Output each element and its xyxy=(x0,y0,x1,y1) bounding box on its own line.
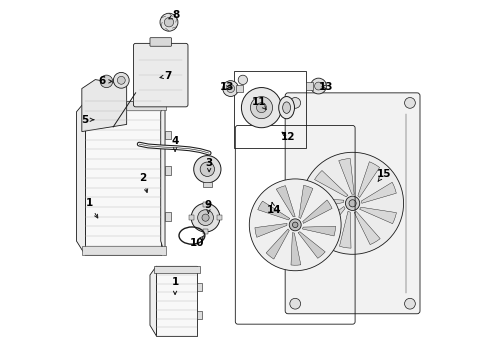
Text: 12: 12 xyxy=(281,132,295,142)
FancyBboxPatch shape xyxy=(285,93,420,314)
Circle shape xyxy=(238,75,247,85)
Text: 2: 2 xyxy=(139,173,147,193)
Polygon shape xyxy=(150,266,156,336)
Bar xyxy=(165,131,172,139)
Polygon shape xyxy=(339,158,354,194)
Circle shape xyxy=(249,179,341,271)
Circle shape xyxy=(290,98,300,108)
Circle shape xyxy=(160,13,178,31)
Circle shape xyxy=(117,76,125,84)
Polygon shape xyxy=(303,200,332,224)
Circle shape xyxy=(100,75,113,87)
Circle shape xyxy=(194,156,221,183)
Circle shape xyxy=(256,103,267,113)
Text: 15: 15 xyxy=(377,168,392,181)
Circle shape xyxy=(242,87,282,128)
Text: 3: 3 xyxy=(205,158,213,172)
Text: 4: 4 xyxy=(172,136,179,151)
Bar xyxy=(203,229,208,234)
Circle shape xyxy=(345,196,360,211)
Bar xyxy=(203,202,208,207)
FancyBboxPatch shape xyxy=(150,38,172,46)
Text: 9: 9 xyxy=(205,200,212,213)
Polygon shape xyxy=(354,212,380,244)
Polygon shape xyxy=(315,171,348,197)
Text: 1: 1 xyxy=(172,277,179,294)
Polygon shape xyxy=(358,162,380,197)
Text: 11: 11 xyxy=(252,97,267,110)
Circle shape xyxy=(200,162,215,176)
Bar xyxy=(153,266,200,273)
Bar xyxy=(156,266,196,336)
Text: 14: 14 xyxy=(267,202,281,216)
Text: 13: 13 xyxy=(318,82,333,92)
Polygon shape xyxy=(276,186,295,217)
Circle shape xyxy=(290,298,300,309)
Bar xyxy=(234,71,306,148)
Circle shape xyxy=(223,81,239,96)
Polygon shape xyxy=(255,224,287,237)
Text: 5: 5 xyxy=(81,115,94,125)
Circle shape xyxy=(349,200,356,207)
Bar xyxy=(236,85,243,92)
Circle shape xyxy=(405,298,416,309)
Bar xyxy=(82,101,166,110)
Bar xyxy=(196,283,202,291)
Bar xyxy=(203,182,212,187)
Circle shape xyxy=(289,219,301,231)
Text: 6: 6 xyxy=(98,76,112,86)
Circle shape xyxy=(197,210,214,226)
Bar xyxy=(217,215,221,220)
Ellipse shape xyxy=(279,96,294,119)
Polygon shape xyxy=(82,80,126,132)
FancyBboxPatch shape xyxy=(133,43,188,107)
Polygon shape xyxy=(315,206,345,237)
Circle shape xyxy=(202,214,209,221)
Polygon shape xyxy=(340,211,351,248)
Circle shape xyxy=(405,98,416,108)
Polygon shape xyxy=(266,229,289,259)
Circle shape xyxy=(164,18,173,27)
Circle shape xyxy=(113,72,129,88)
Circle shape xyxy=(250,96,272,119)
Text: 7: 7 xyxy=(160,71,172,81)
Bar xyxy=(85,101,161,255)
Circle shape xyxy=(311,78,326,94)
Polygon shape xyxy=(291,233,301,265)
Polygon shape xyxy=(76,101,85,255)
Polygon shape xyxy=(161,101,165,255)
Circle shape xyxy=(191,203,220,232)
Ellipse shape xyxy=(283,102,291,113)
Bar xyxy=(196,311,202,319)
Bar xyxy=(82,246,166,255)
Text: 13: 13 xyxy=(220,82,234,93)
Bar xyxy=(190,215,195,220)
Circle shape xyxy=(293,222,298,228)
Polygon shape xyxy=(360,207,396,224)
Polygon shape xyxy=(299,185,313,219)
Polygon shape xyxy=(302,226,336,236)
Circle shape xyxy=(315,82,322,90)
Polygon shape xyxy=(362,182,396,203)
Bar xyxy=(165,166,172,175)
Polygon shape xyxy=(308,198,344,210)
Polygon shape xyxy=(298,232,325,258)
Text: 8: 8 xyxy=(169,10,180,20)
Text: 10: 10 xyxy=(190,236,204,248)
Bar xyxy=(165,212,172,221)
Text: 1: 1 xyxy=(85,198,98,218)
Circle shape xyxy=(301,152,404,254)
Polygon shape xyxy=(258,201,290,220)
Circle shape xyxy=(227,85,235,93)
Bar xyxy=(306,82,313,90)
